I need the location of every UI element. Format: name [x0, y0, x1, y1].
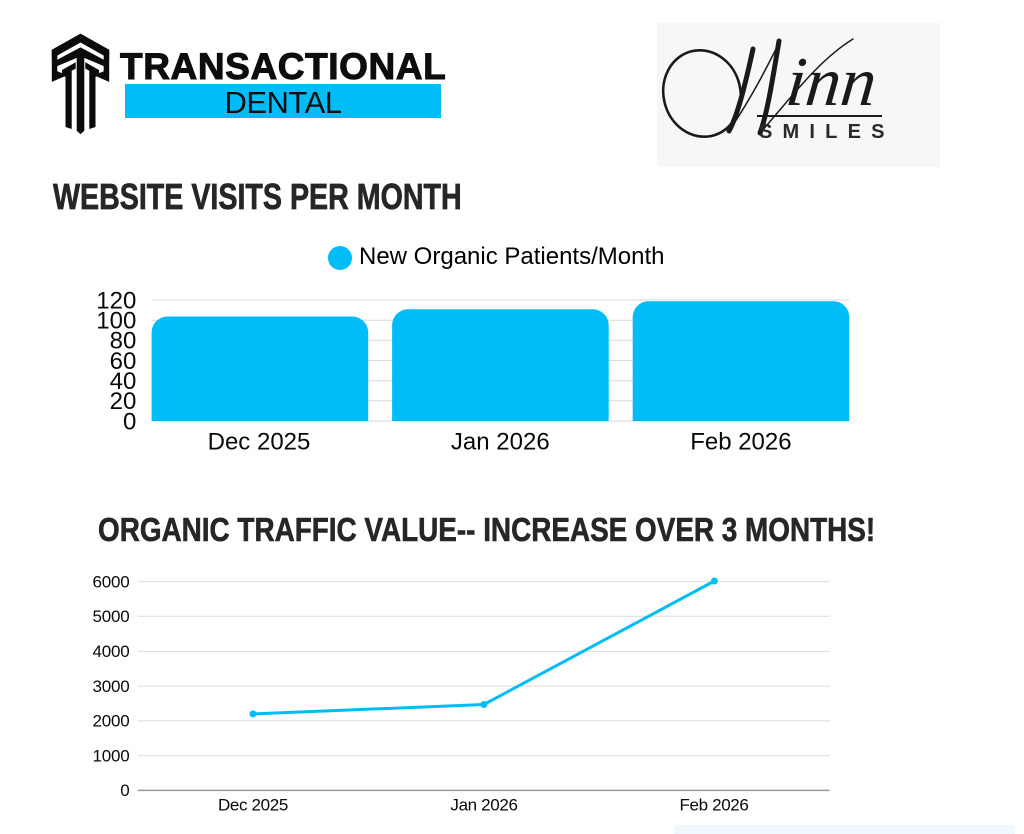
svg-text:5000: 5000	[92, 607, 129, 626]
svg-text:4000: 4000	[92, 642, 129, 661]
svg-text:0: 0	[120, 781, 129, 800]
svg-text:Dec 2025: Dec 2025	[208, 429, 311, 456]
svg-text:40: 40	[110, 368, 137, 395]
svg-text:SMILES: SMILES	[759, 121, 895, 143]
svg-text:Jan 2026: Jan 2026	[451, 429, 550, 456]
svg-text:Feb 2026: Feb 2026	[690, 429, 791, 456]
svg-text:120: 120	[96, 287, 136, 314]
svg-text:100: 100	[96, 308, 136, 335]
svg-text:1000: 1000	[92, 747, 129, 766]
svg-text:Jan 2026: Jan 2026	[450, 796, 517, 815]
svg-text:20: 20	[110, 388, 137, 415]
svg-text:inn: inn	[783, 43, 881, 121]
svg-text:Feb 2026: Feb 2026	[679, 796, 748, 815]
svg-text:3000: 3000	[92, 677, 129, 696]
svg-text:80: 80	[110, 328, 137, 355]
svg-text:2000: 2000	[92, 712, 129, 731]
svg-text:Dec 2025: Dec 2025	[218, 796, 288, 815]
svg-text:6000: 6000	[92, 572, 129, 591]
svg-text:60: 60	[110, 348, 137, 375]
svg-text:0: 0	[123, 408, 136, 435]
